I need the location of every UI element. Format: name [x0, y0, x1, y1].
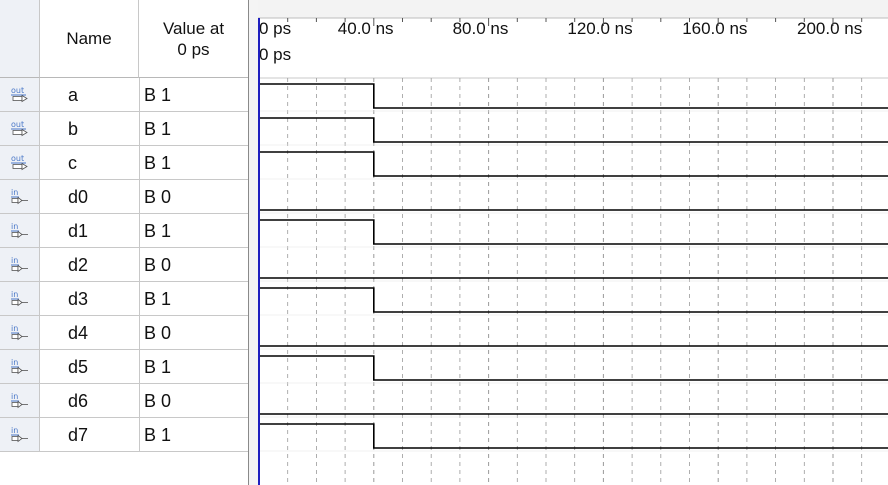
- svg-text:out: out: [11, 154, 24, 163]
- signal-row-d0[interactable]: in d0 B 0: [0, 180, 248, 214]
- signal-name: d1: [68, 221, 89, 241]
- svg-text:out: out: [11, 120, 24, 129]
- input-pin-icon: in: [0, 214, 40, 247]
- time-tick-label: 120.0 ns: [567, 19, 633, 38]
- time-tick-label: 200.0 ns: [797, 19, 863, 38]
- signal-row-d3[interactable]: in d3 B 1: [0, 282, 248, 316]
- signal-row-d1[interactable]: in d1 B 1: [0, 214, 248, 248]
- svg-text:in: in: [11, 358, 18, 367]
- signal-table: Name Value at 0 ps out a B 1 out b B 1 out…: [0, 0, 249, 485]
- input-pin-icon: in: [0, 282, 40, 315]
- svg-text:in: in: [11, 324, 18, 333]
- signal-name: d5: [68, 357, 89, 377]
- input-pin-icon: in: [0, 248, 40, 281]
- signal-value: B 1: [139, 146, 248, 179]
- signal-value: B 0: [139, 248, 248, 281]
- splitter[interactable]: [249, 0, 258, 485]
- output-pin-icon: out: [0, 112, 40, 145]
- waveform-canvas[interactable]: [258, 0, 888, 485]
- output-pin-icon: out: [0, 146, 40, 179]
- signal-value: B 0: [139, 384, 248, 417]
- signal-row-d5[interactable]: in d5 B 1: [0, 350, 248, 384]
- signal-name: a: [68, 85, 79, 105]
- signal-value: B 1: [139, 350, 248, 383]
- svg-text:in: in: [11, 256, 18, 265]
- value-column-header[interactable]: Value at 0 ps: [139, 0, 248, 78]
- waveform-a[interactable]: [259, 83, 888, 109]
- waveform-d7[interactable]: [259, 423, 888, 449]
- time-tick-label: 40.0 ns: [337, 19, 394, 38]
- signal-value: B 1: [139, 112, 248, 145]
- svg-text:in: in: [11, 290, 18, 299]
- signal-row-c[interactable]: out c B 1: [0, 146, 248, 180]
- signal-name: d2: [68, 255, 89, 275]
- input-pin-icon: in: [0, 316, 40, 349]
- time-tick-label: 0 ps: [259, 19, 292, 38]
- svg-text:in: in: [11, 426, 18, 435]
- signal-row-d7[interactable]: in d7 B 1: [0, 418, 248, 452]
- svg-text:in: in: [11, 222, 18, 231]
- input-pin-icon: in: [0, 350, 40, 383]
- signal-name: d6: [68, 391, 89, 411]
- icon-column-header: [0, 0, 40, 78]
- signal-value: B 0: [139, 316, 248, 349]
- waveform-view[interactable]: 0 ps 40.0 ns 80.0 ns 120.0 ns 160.0 ns 200.0 …: [258, 0, 888, 485]
- signal-name: c: [68, 153, 77, 173]
- waveform-b[interactable]: [259, 117, 888, 143]
- svg-text:in: in: [11, 188, 18, 197]
- signal-name: d0: [68, 187, 89, 207]
- signal-name: d4: [68, 323, 89, 343]
- signal-row-a[interactable]: out a B 1: [0, 78, 248, 112]
- waveform-c[interactable]: [259, 151, 888, 177]
- name-column-header[interactable]: Name: [40, 0, 139, 78]
- signal-name: b: [68, 119, 79, 139]
- input-pin-icon: in: [0, 384, 40, 417]
- signal-row-b[interactable]: out b B 1: [0, 112, 248, 146]
- time-tick-label: 80.0 ns: [452, 19, 509, 38]
- waveform-d1[interactable]: [259, 219, 888, 245]
- input-pin-icon: in: [0, 180, 40, 213]
- time-tick-label: 160.0 ns: [682, 19, 748, 38]
- signal-value: B 1: [139, 282, 248, 315]
- signal-value: B 1: [139, 418, 248, 451]
- signal-rows: out a B 1 out b B 1 out c B 1 in d0 B 0 in d…: [0, 78, 248, 452]
- signal-value: B 1: [139, 78, 248, 111]
- signal-value: B 1: [139, 214, 248, 247]
- waveform-d3[interactable]: [259, 287, 888, 313]
- svg-text:in: in: [11, 392, 18, 401]
- signal-row-d4[interactable]: in d4 B 0: [0, 316, 248, 350]
- signal-name: d3: [68, 289, 89, 309]
- svg-text:out: out: [11, 86, 24, 95]
- ruler-bar: [258, 0, 888, 18]
- signal-value: B 0: [139, 180, 248, 213]
- output-pin-icon: out: [0, 78, 40, 111]
- input-pin-icon: in: [0, 418, 40, 451]
- waveform-d5[interactable]: [259, 355, 888, 381]
- signal-name: d7: [68, 425, 89, 445]
- cursor-time-label: 0 ps: [259, 45, 292, 64]
- signal-row-d2[interactable]: in d2 B 0: [0, 248, 248, 282]
- signal-row-d6[interactable]: in d6 B 0: [0, 384, 248, 418]
